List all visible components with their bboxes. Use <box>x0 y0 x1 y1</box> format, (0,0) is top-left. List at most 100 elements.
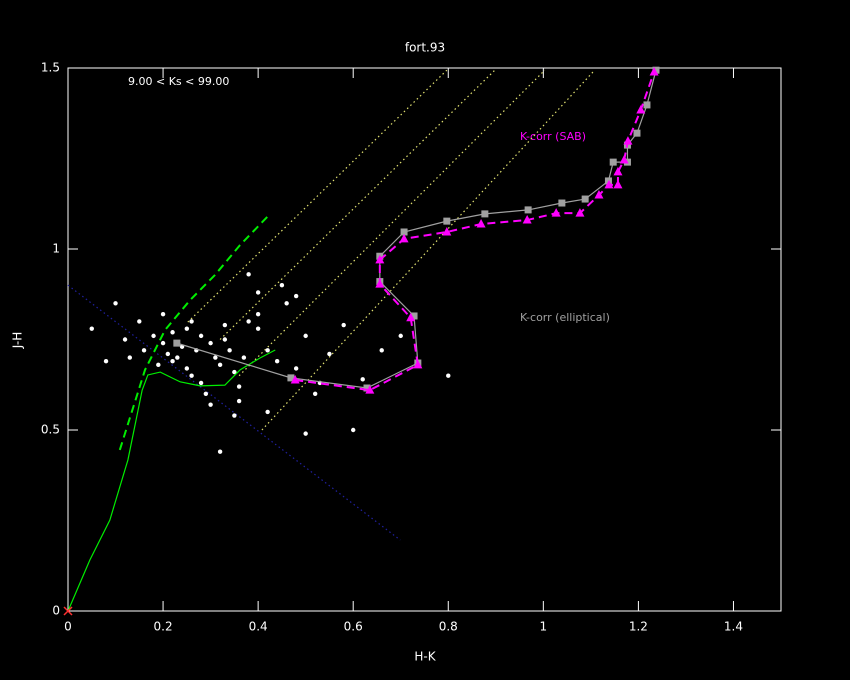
data-point <box>633 129 641 137</box>
data-point <box>360 377 365 382</box>
data-line <box>187 69 448 323</box>
x-tick-label: 0.2 <box>154 620 173 634</box>
data-point <box>232 369 237 375</box>
data-point <box>255 311 261 317</box>
data-point <box>643 101 651 109</box>
data-line <box>295 71 656 392</box>
data-line <box>118 215 269 451</box>
x-tick-label: 0.6 <box>344 620 363 634</box>
data-point <box>156 362 161 368</box>
data-point <box>63 606 73 616</box>
data-point <box>293 293 299 299</box>
data-point <box>160 311 166 317</box>
plot-frame <box>67 67 782 612</box>
data-point <box>170 330 175 335</box>
data-point <box>604 179 614 189</box>
data-point <box>137 319 142 324</box>
data-point <box>312 391 318 396</box>
data-point <box>127 355 132 360</box>
data-point <box>594 190 604 199</box>
data-point <box>481 210 489 218</box>
data-point <box>246 319 251 324</box>
data-point <box>198 380 204 386</box>
data-point <box>198 333 204 339</box>
data-point <box>208 340 213 346</box>
data-point <box>406 312 416 322</box>
data-point <box>222 322 228 328</box>
data-point <box>649 66 659 76</box>
data-point <box>89 326 94 331</box>
data-point <box>255 326 261 331</box>
y-tick-label: 0.5 <box>41 423 60 437</box>
data-point <box>623 136 633 145</box>
data-point <box>151 333 156 339</box>
data-point <box>363 384 371 392</box>
data-point <box>103 359 109 364</box>
data-point <box>236 398 242 404</box>
data-point <box>184 366 190 371</box>
y-tick-label: 1.5 <box>41 61 60 75</box>
data-point <box>613 166 623 176</box>
data-point <box>522 215 532 224</box>
data-point <box>246 272 251 277</box>
annotation: 9.00 < Ks < 99.00 <box>128 75 229 88</box>
data-point <box>551 208 561 217</box>
data-point <box>636 104 646 114</box>
data-point <box>189 373 194 378</box>
data-point <box>524 206 532 214</box>
data-point <box>293 366 299 371</box>
annotation: K-corr (elliptical) <box>520 311 610 324</box>
annotation: K-corr (SAB) <box>520 130 586 143</box>
x-tick-label: 0.8 <box>439 620 458 634</box>
data-point <box>410 312 418 320</box>
x-tick-label: 1.4 <box>724 620 743 634</box>
data-point <box>122 337 128 342</box>
data-point <box>575 208 585 217</box>
data-point <box>227 348 232 353</box>
data-point <box>581 195 589 203</box>
data-point <box>170 359 175 364</box>
data-point <box>279 283 285 288</box>
data-point <box>141 348 147 353</box>
data-point <box>398 333 403 339</box>
data-point <box>284 301 289 306</box>
data-point <box>274 359 280 364</box>
y-axis-label: J-H <box>11 332 25 349</box>
data-point <box>203 391 209 396</box>
x-tick-label: 0.4 <box>249 620 268 634</box>
x-tick-label: 1.2 <box>629 620 648 634</box>
chart-title: fort.93 <box>405 41 445 55</box>
data-line <box>67 349 276 612</box>
data-point <box>165 351 171 357</box>
data-point <box>303 431 308 436</box>
data-point <box>213 355 218 360</box>
data-point <box>184 326 190 331</box>
data-point <box>232 413 237 418</box>
data-point <box>379 348 384 353</box>
data-point <box>619 154 629 164</box>
data-point <box>341 322 346 328</box>
data-point <box>217 449 223 454</box>
data-point <box>189 319 194 324</box>
data-line <box>261 69 596 431</box>
data-point <box>287 374 295 382</box>
data-point <box>236 384 242 389</box>
x-axis-label: H-K <box>414 650 436 664</box>
data-point <box>652 66 660 74</box>
data-point <box>365 385 375 394</box>
data-point <box>351 427 356 433</box>
data-point <box>303 333 308 339</box>
data-point <box>217 362 223 368</box>
data-point <box>413 359 423 369</box>
data-point <box>375 254 385 264</box>
data-point <box>476 219 486 228</box>
data-point <box>442 226 452 236</box>
data-point <box>173 339 181 347</box>
data-line <box>67 284 401 541</box>
data-point <box>265 348 270 353</box>
data-point <box>613 179 623 189</box>
data-point <box>255 290 261 295</box>
y-tick-label: 0 <box>52 604 60 618</box>
data-line <box>176 70 657 389</box>
